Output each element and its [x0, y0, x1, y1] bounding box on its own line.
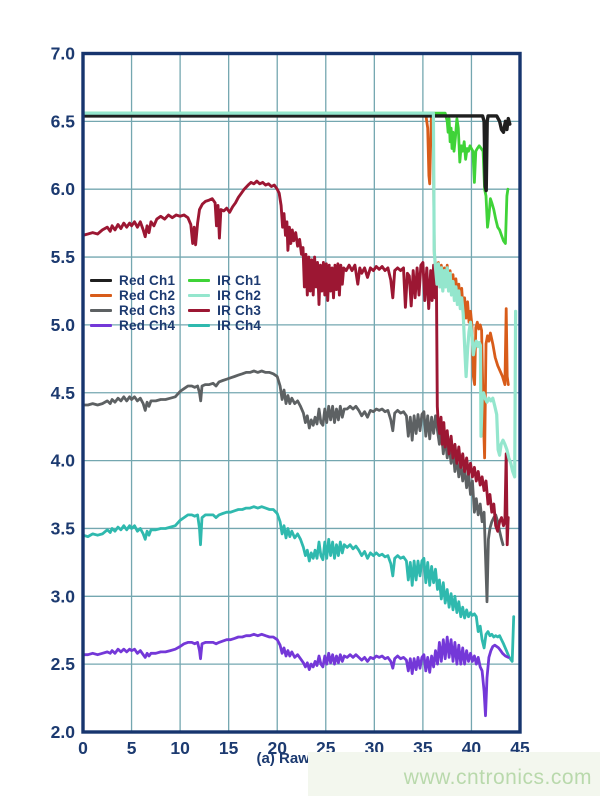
legend-item-ir-ch2: IR Ch2 — [188, 288, 261, 303]
legend-label: Red Ch2 — [119, 288, 176, 303]
y-tick-label: 3.5 — [51, 518, 76, 538]
legend-label: Red Ch4 — [119, 318, 176, 333]
legend-item-red-ch1: Red Ch1 — [90, 273, 175, 288]
watermark-strip: www.cntronics.com — [308, 752, 600, 796]
legend-item-red-ch2: Red Ch2 — [90, 288, 175, 303]
legend-label: IR Ch2 — [217, 288, 262, 303]
series-red-ch1 — [82, 114, 512, 193]
y-tick-label: 4.0 — [51, 451, 76, 471]
y-tick-label: 4.5 — [51, 383, 76, 403]
legend-label: Red Ch3 — [119, 303, 176, 318]
y-tick-label: 2.0 — [51, 722, 76, 742]
legend-swatch — [188, 294, 211, 297]
legend: Red Ch1 Red Ch2 Red Ch3 Red Ch4 IR Ch1 IR Ch2… — [90, 273, 261, 333]
legend-swatch — [188, 309, 211, 312]
watermark-text: www.cntronics.com — [403, 766, 592, 789]
series-red-ch4 — [82, 632, 510, 718]
legend-label: IR Ch3 — [217, 303, 262, 318]
legend-item-red-ch3: Red Ch3 — [90, 303, 175, 318]
x-tick-label: 5 — [127, 738, 137, 758]
legend-item-ir-ch4: IR Ch4 — [188, 318, 261, 333]
y-tick-label: 2.5 — [51, 654, 76, 674]
plot-frame — [81, 51, 522, 734]
legend-column: Red Ch1 Red Ch2 Red Ch3 Red Ch4 — [90, 273, 175, 333]
y-tick-label: 3.0 — [51, 586, 76, 606]
x-tick-label: 0 — [78, 738, 88, 758]
x-tick-label: 10 — [170, 738, 190, 758]
series-ir-ch1 — [82, 111, 510, 245]
y-tick-label: 5.0 — [51, 315, 76, 335]
series-group — [82, 111, 518, 718]
series-ir-ch2 — [82, 111, 518, 479]
legend-swatch — [90, 294, 112, 297]
series-red-ch3 — [82, 369, 505, 604]
y-tick-label: 6.0 — [51, 179, 76, 199]
legend-swatch — [90, 309, 112, 312]
legend-swatch — [90, 279, 112, 282]
legend-swatch — [188, 324, 211, 327]
y-tick-label: 7.0 — [51, 44, 76, 64]
legend-item-ir-ch1: IR Ch1 — [188, 273, 261, 288]
legend-label: IR Ch1 — [217, 273, 262, 288]
legend-item-red-ch4: Red Ch4 — [90, 318, 175, 333]
series-ir-ch4 — [82, 505, 516, 663]
x-tick-label: 15 — [219, 738, 239, 758]
legend-label: Red Ch1 — [119, 273, 176, 288]
y-tick-label: 6.5 — [51, 111, 76, 131]
legend-item-ir-ch3: IR Ch3 — [188, 303, 261, 318]
legend-swatch — [188, 279, 211, 282]
x-tick-label: 20 — [267, 738, 287, 758]
legend-label: IR Ch4 — [217, 318, 262, 333]
legend-column: IR Ch1 IR Ch2 IR Ch3 IR Ch4 — [188, 273, 261, 333]
series-ir-ch3 — [82, 179, 510, 547]
y-tick-label: 5.5 — [51, 247, 76, 267]
legend-swatch — [90, 324, 112, 327]
